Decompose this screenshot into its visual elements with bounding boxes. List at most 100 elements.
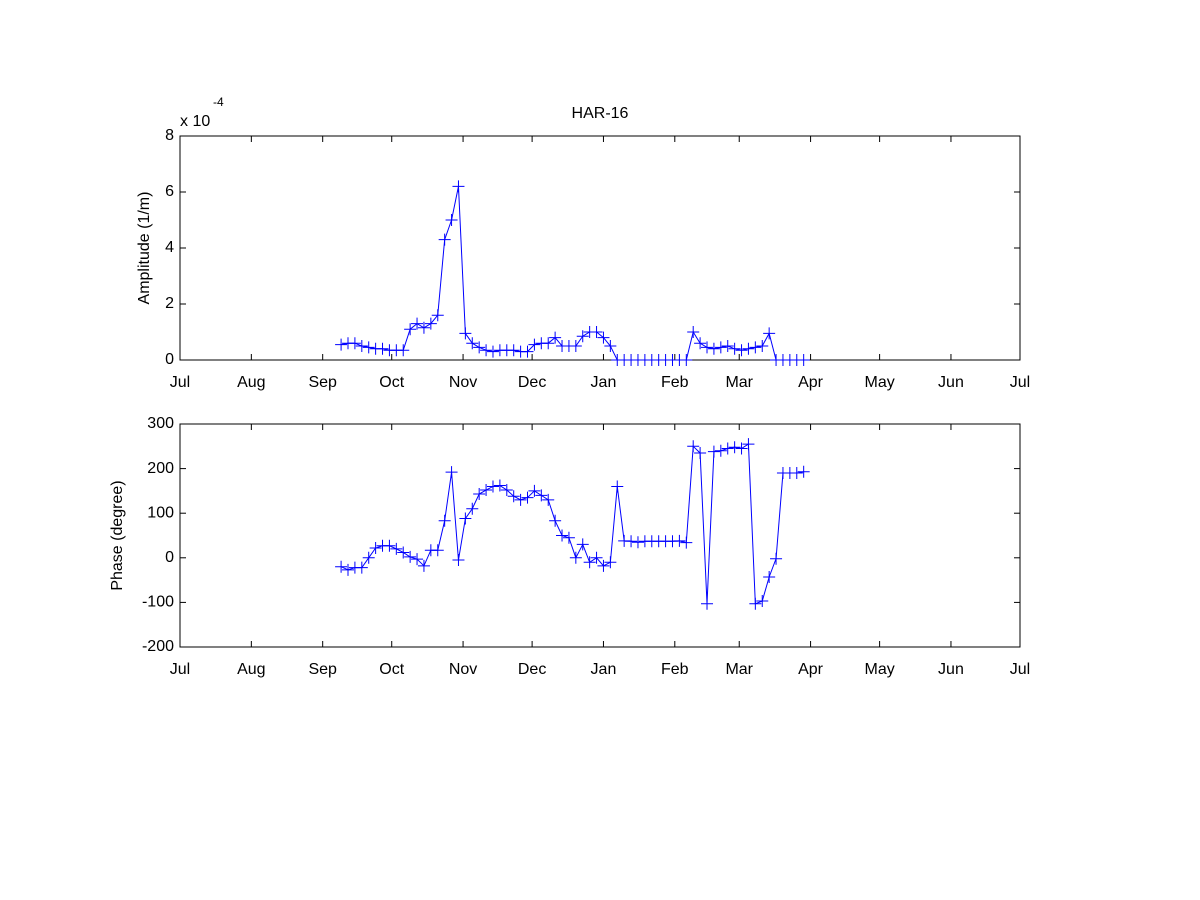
plus-marker	[431, 544, 444, 557]
plus-marker	[355, 561, 368, 574]
x-tick-label: Dec	[518, 661, 546, 678]
plus-marker	[348, 337, 361, 350]
x-tick-label: Aug	[237, 374, 265, 391]
plus-marker	[797, 465, 810, 478]
plus-marker	[473, 341, 486, 354]
y-scale-label: x 10	[180, 113, 210, 130]
x-tick-label: Aug	[237, 661, 265, 678]
plus-marker	[480, 344, 493, 357]
plus-marker	[390, 542, 403, 555]
plus-marker	[445, 214, 458, 226]
plus-marker	[673, 534, 686, 547]
plus-marker	[507, 490, 520, 503]
y-tick-label: -200	[142, 638, 174, 655]
plus-marker	[486, 480, 499, 493]
axes-box	[179, 135, 1021, 361]
plus-marker	[631, 536, 644, 549]
plus-marker	[528, 338, 541, 351]
plus-marker	[680, 354, 693, 366]
plus-marker	[569, 340, 582, 352]
plus-marker	[797, 354, 810, 366]
y-tick-label: 2	[165, 295, 174, 312]
plus-marker	[714, 444, 727, 457]
y-tick-label: 8	[165, 127, 174, 144]
plus-marker	[411, 553, 424, 566]
plus-marker	[466, 337, 479, 350]
plus-marker	[514, 493, 527, 506]
plus-marker	[763, 570, 776, 583]
plus-marker	[549, 331, 562, 344]
plus-marker	[590, 551, 603, 564]
x-tick-label: Jul	[170, 661, 190, 678]
plus-marker	[714, 341, 727, 354]
plus-marker	[459, 512, 472, 525]
plus-marker	[335, 338, 348, 351]
plus-marker	[493, 479, 506, 492]
plus-marker	[590, 326, 603, 338]
plus-marker	[583, 556, 596, 569]
plus-marker	[556, 529, 569, 542]
plus-marker	[521, 491, 534, 504]
y-tick-label: 100	[147, 504, 174, 521]
y-axis-label: Amplitude (1/m)	[136, 192, 153, 305]
plus-marker	[486, 345, 499, 358]
plus-marker	[569, 551, 582, 564]
x-tick-label: Feb	[661, 661, 689, 678]
plus-marker	[597, 559, 610, 572]
x-tick-label: Nov	[449, 661, 477, 678]
plus-marker	[562, 531, 575, 544]
y-tick-label: 300	[147, 415, 174, 432]
plus-marker	[397, 344, 410, 357]
plus-marker	[604, 556, 617, 569]
plus-marker	[362, 551, 375, 564]
plus-marker	[431, 309, 444, 322]
y-scale-exponent: -4	[213, 95, 224, 109]
plus-marker	[756, 595, 769, 608]
x-tick-label: May	[864, 374, 894, 391]
plus-marker	[749, 341, 762, 354]
chart-title: HAR-16	[572, 105, 629, 122]
plus-marker	[749, 597, 762, 610]
plus-marker	[611, 480, 624, 493]
plus-marker	[397, 546, 410, 559]
plus-marker	[411, 317, 424, 330]
plus-marker	[404, 550, 417, 563]
plus-marker	[721, 340, 734, 352]
x-tick-label: Nov	[449, 374, 477, 391]
axes-box	[179, 423, 1021, 648]
plus-marker	[742, 342, 755, 355]
plus-marker	[770, 552, 783, 565]
plus-marker	[701, 341, 714, 354]
plus-marker	[680, 536, 693, 549]
x-tick-label: Oct	[379, 661, 404, 678]
plus-marker	[763, 327, 776, 340]
x-tick-label: Mar	[725, 661, 753, 678]
plus-marker	[535, 489, 548, 502]
plus-marker	[687, 440, 700, 453]
plus-marker	[376, 342, 389, 355]
plus-marker	[355, 340, 368, 352]
plus-marker	[707, 342, 720, 355]
plus-marker	[383, 539, 396, 552]
x-tick-label: Apr	[798, 374, 824, 391]
plus-marker	[625, 535, 638, 548]
plus-marker	[735, 442, 748, 455]
x-tick-label: Oct	[379, 374, 404, 391]
plus-marker	[438, 233, 451, 246]
plus-marker	[466, 502, 479, 515]
plus-marker	[452, 180, 465, 193]
x-tick-label: Dec	[518, 374, 546, 391]
plus-marker	[521, 345, 534, 358]
x-tick-label: Jul	[170, 374, 190, 391]
plus-marker	[756, 340, 769, 352]
plus-marker	[701, 597, 714, 610]
x-tick-label: Jan	[591, 661, 617, 678]
x-tick-label: Mar	[725, 374, 753, 391]
x-tick-label: Sep	[308, 374, 337, 391]
plus-marker	[694, 446, 707, 459]
plus-marker	[362, 341, 375, 354]
plus-marker	[742, 438, 755, 451]
plus-marker	[459, 327, 472, 340]
plus-marker	[445, 466, 458, 479]
